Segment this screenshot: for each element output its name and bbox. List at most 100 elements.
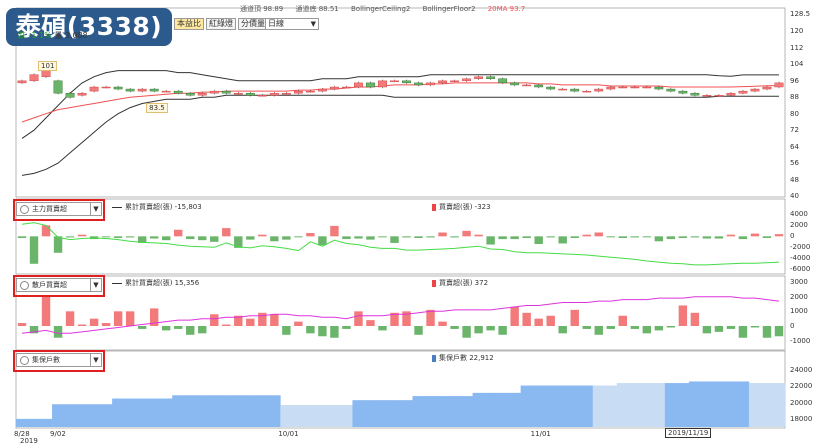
main-bar [174, 229, 183, 237]
main-bar [294, 236, 303, 238]
retail-bar [510, 306, 519, 326]
main-bar [65, 236, 75, 238]
retail-bar [222, 324, 231, 326]
legend-bar-swatch [432, 279, 436, 287]
price-tick-label: 56 [790, 159, 799, 168]
bollinger-upper-line [21, 70, 779, 139]
main-bar [714, 236, 724, 239]
main-tick-label: 0 [790, 232, 795, 241]
price-candle [582, 90, 592, 93]
price-candle [197, 92, 207, 96]
holders-bar [496, 392, 509, 427]
period-select[interactable]: 日線 ▼ [265, 18, 319, 30]
retail-bar [125, 311, 135, 326]
retail-bar [702, 326, 712, 334]
price-tick-label: 120 [790, 27, 804, 36]
main-bar [558, 236, 567, 244]
retail-bar [17, 323, 27, 326]
legend-line-swatch [112, 282, 122, 284]
holders-indicator-dropdown[interactable]: 集保戶數 ▼ [16, 353, 102, 367]
price-candle [486, 76, 496, 79]
retail-bar [714, 326, 724, 332]
main-bar [438, 232, 447, 237]
price-candle [354, 82, 363, 88]
main-bar [642, 236, 652, 238]
retail-bar [210, 314, 219, 326]
retail-bar [186, 326, 195, 335]
retail-bar [762, 326, 772, 338]
main-bar [29, 236, 39, 264]
main-cum-legend: 累計買賣超(張) -15,803 [112, 202, 202, 212]
price-tick-label: 72 [790, 126, 799, 135]
holders-bar [544, 385, 558, 427]
period-select-value: 日線 [268, 19, 284, 28]
price-candle [233, 92, 243, 95]
holders-bar [376, 400, 389, 427]
holders-bar [100, 404, 113, 427]
main-bar [750, 233, 760, 237]
x-tick-label: 10/01 [278, 430, 299, 438]
traffic-light-button[interactable]: 紅綠燈 [206, 18, 236, 30]
main-bar [618, 236, 627, 238]
price-candle [173, 90, 183, 94]
main-bar [390, 236, 399, 243]
price-candle [630, 86, 640, 89]
retail-indicator-dropdown[interactable]: 散戶買賣超 ▼ [16, 278, 102, 292]
main-bar [498, 236, 507, 240]
main-bar [474, 234, 483, 237]
holders-bar [244, 395, 257, 427]
retail-bar [137, 326, 147, 329]
main-bar-legend: 買賣超(張) -323 [432, 202, 491, 212]
retail-bar [498, 326, 507, 335]
holders-bar [112, 398, 125, 427]
chevron-down-icon: ▼ [90, 279, 101, 291]
retail-bar-legend-text: 買賣超(張) 372 [439, 279, 489, 287]
price-candle [450, 80, 459, 83]
main-cum-legend-text: 累計買賣超(張) -15,803 [125, 203, 202, 211]
main-indicator-dropdown[interactable]: 主力買賣超 ▼ [16, 202, 102, 216]
price-candle [149, 88, 159, 92]
price-candle [414, 82, 423, 86]
main-bar [41, 225, 51, 237]
holders-bar [184, 395, 197, 427]
main-bar [330, 225, 339, 237]
price-volume-button[interactable]: 分價量 [238, 18, 268, 30]
price-candle [161, 90, 171, 93]
holders-bar [520, 385, 533, 427]
price-candle [402, 80, 411, 84]
main-tick-label: -4000 [790, 254, 811, 263]
main-bar [426, 236, 435, 238]
retail-bar [378, 326, 387, 331]
main-bar [546, 236, 555, 238]
retail-bar [594, 326, 603, 335]
holders-bar [352, 400, 365, 427]
retail-bar [486, 326, 495, 331]
top-legend: 通道頂 98.89 通道底 88.51 BollingerCeiling2 Bo… [240, 4, 535, 14]
main-bar [762, 236, 772, 238]
price-summary: 跌 -1.1% 量 3,088 [18, 30, 88, 41]
price-tick-label: 112 [790, 43, 804, 52]
price-candle [726, 92, 736, 96]
holders-bar [436, 396, 449, 427]
high-annotation: 101 [38, 60, 58, 71]
main-bar [258, 234, 267, 237]
price-tick-label: 128.5 [790, 10, 811, 18]
main-bar [113, 236, 123, 238]
holders-bar [676, 383, 690, 427]
holders-bar [88, 404, 101, 427]
price-candle [690, 92, 700, 96]
holders-tick-label: 24000 [790, 366, 813, 375]
retail-bar [774, 326, 784, 337]
main-bar [534, 236, 543, 245]
retail-bar [318, 326, 327, 337]
retail-dropdown-label: 散戶買賣超 [32, 281, 67, 289]
pe-ratio-button[interactable]: 本益比 [174, 18, 204, 30]
holders-bar [628, 383, 642, 427]
holders-bar [724, 381, 738, 427]
price-candle [245, 92, 255, 96]
price-tick-label: 40 [790, 192, 799, 200]
price-tick-label: 104 [790, 60, 804, 69]
holders-bar [424, 396, 437, 427]
main-cumulative-line [21, 222, 780, 266]
holders-bar [316, 405, 329, 427]
